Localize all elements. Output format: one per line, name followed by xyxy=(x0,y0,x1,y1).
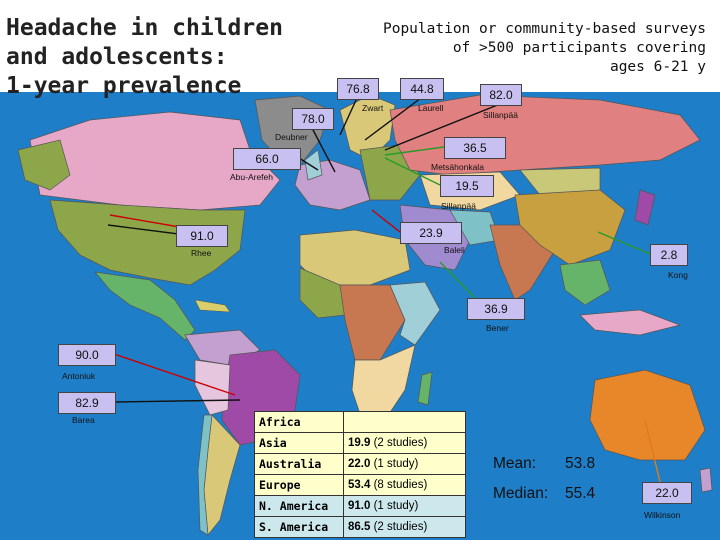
region-cell: Africa xyxy=(254,411,344,433)
author-laurell: Laurell xyxy=(418,103,444,113)
value-note: (1 study) xyxy=(370,458,419,470)
north-africa xyxy=(299,229,411,286)
callout-barea: 82.9 xyxy=(58,392,116,414)
leader-line-sillanpaa-2 xyxy=(384,157,441,186)
callout-abu-arefeh: 66.0 xyxy=(233,148,301,170)
region-cell: Europe xyxy=(254,474,344,496)
callout-metsahonkala: 36.5 xyxy=(444,137,506,159)
author-baleli: Baleli xyxy=(444,245,465,255)
callout-kong: 2.8 xyxy=(650,244,688,266)
japan xyxy=(634,189,656,226)
callout-wilkinson: 22.0 xyxy=(642,482,692,504)
value-number: 53.4 xyxy=(348,479,371,491)
mexico xyxy=(94,271,196,341)
callout-sillanpaa-2: 19.5 xyxy=(440,175,494,197)
author-wilkinson: Wilkinson xyxy=(644,510,681,520)
callout-rhee: 91.0 xyxy=(176,225,228,247)
callout-antoniuk: 90.0 xyxy=(58,344,116,366)
table-row-n-america: N. America 91.0 (1 study) xyxy=(254,495,466,517)
alaska xyxy=(17,139,71,191)
author-sillanpaa-2: Sillanpää xyxy=(441,201,476,211)
value-number: 86.5 xyxy=(348,521,371,533)
callout-baleli: 23.9 xyxy=(400,222,462,244)
china xyxy=(514,189,626,266)
leader-line-kong xyxy=(597,231,651,255)
value-note: (2 studies) xyxy=(370,437,428,449)
author-bener: Bener xyxy=(486,323,509,333)
leader-line-deubner xyxy=(311,127,336,173)
value-number: 91.0 xyxy=(348,500,371,512)
callout-sillanpaa-1: 82.0 xyxy=(480,84,522,106)
median-stat: Median: 55.4 xyxy=(493,485,595,503)
table-row-europe: Europe 53.4 (8 studies) xyxy=(254,474,466,496)
usa xyxy=(49,199,246,286)
table-row-asia: Asia 19.9 (2 studies) xyxy=(254,432,466,454)
australia xyxy=(589,369,706,461)
author-kong: Kong xyxy=(668,270,688,280)
table-row-australia: Australia 22.0 (1 study) xyxy=(254,453,466,475)
chart-subtitle: Population or community-based surveys of… xyxy=(382,21,706,75)
value-note: (8 studies) xyxy=(370,479,428,491)
mean-label: Mean: xyxy=(493,455,537,472)
region-cell: S. America xyxy=(254,516,344,538)
madagascar xyxy=(417,371,433,406)
median-label: Median: xyxy=(493,485,549,502)
value-cell: 91.0 (1 study) xyxy=(343,495,466,517)
ocean-top xyxy=(0,0,720,92)
author-rhee: Rhee xyxy=(191,248,212,258)
indonesia xyxy=(579,309,682,336)
value-cell: 53.4 (8 studies) xyxy=(343,474,466,496)
leader-line-abu-arefeh xyxy=(298,157,319,171)
callout-laurell: 44.8 xyxy=(400,78,444,100)
mean-value: 53.8 xyxy=(565,455,596,472)
value-note: (1 study) xyxy=(370,500,419,512)
author-deubner: Deubner xyxy=(275,132,308,142)
table-row-s-america: S. America 86.5 (2 studies) xyxy=(254,516,466,538)
value-number: 19.9 xyxy=(348,437,371,449)
callout-bener: 36.9 xyxy=(467,298,525,320)
southeast-asia xyxy=(559,259,611,306)
callout-deubner: 78.0 xyxy=(292,108,334,130)
leader-line-wilkinson xyxy=(644,419,661,483)
region-cell: Australia xyxy=(254,453,344,475)
region-cell: N. America xyxy=(254,495,344,517)
author-antoniuk: Antoniuk xyxy=(62,371,96,381)
author-abu-arefeh: Abu-Arefeh xyxy=(230,172,273,182)
author-sillanpaa-1: Sillanpää xyxy=(483,110,518,120)
author-metsahonkala: Metsähonkala xyxy=(431,162,484,172)
author-barea: Barea xyxy=(72,415,95,425)
chart-title: Headache in children and adolescents: 1-… xyxy=(6,15,283,99)
canada xyxy=(29,111,281,211)
uk xyxy=(304,149,323,181)
region-cell: Asia xyxy=(254,432,344,454)
regional-summary-table: Africa Asia 19.9 (2 studies) Australia 2… xyxy=(254,411,466,538)
value-cell xyxy=(343,411,466,433)
leader-line-antoniuk xyxy=(113,353,236,396)
leader-line-barea xyxy=(113,399,241,403)
mean-stat: Mean: 53.8 xyxy=(493,455,595,473)
chile xyxy=(197,414,213,536)
caribbean xyxy=(194,299,231,313)
west-africa xyxy=(299,267,346,319)
median-value: 55.4 xyxy=(565,485,596,502)
value-cell: 22.0 (1 study) xyxy=(343,453,466,475)
southern-africa xyxy=(351,344,416,421)
author-zwart: Zwart xyxy=(362,103,384,113)
callout-zwart: 76.8 xyxy=(337,78,379,100)
value-note: (2 studies) xyxy=(370,521,428,533)
leader-line-metsahonkala xyxy=(384,146,445,156)
table-row-africa: Africa xyxy=(254,411,466,433)
new-zealand xyxy=(699,467,713,493)
value-number: 22.0 xyxy=(348,458,371,470)
value-cell: 19.9 (2 studies) xyxy=(343,432,466,454)
leader-line-bener xyxy=(439,261,476,299)
value-cell: 86.5 (2 studies) xyxy=(343,516,466,538)
leader-line-zwart xyxy=(339,97,358,136)
leader-line-sillanpaa-1 xyxy=(384,103,501,151)
leader-line-baleli xyxy=(371,209,401,233)
leader-line-laurell xyxy=(364,97,422,141)
